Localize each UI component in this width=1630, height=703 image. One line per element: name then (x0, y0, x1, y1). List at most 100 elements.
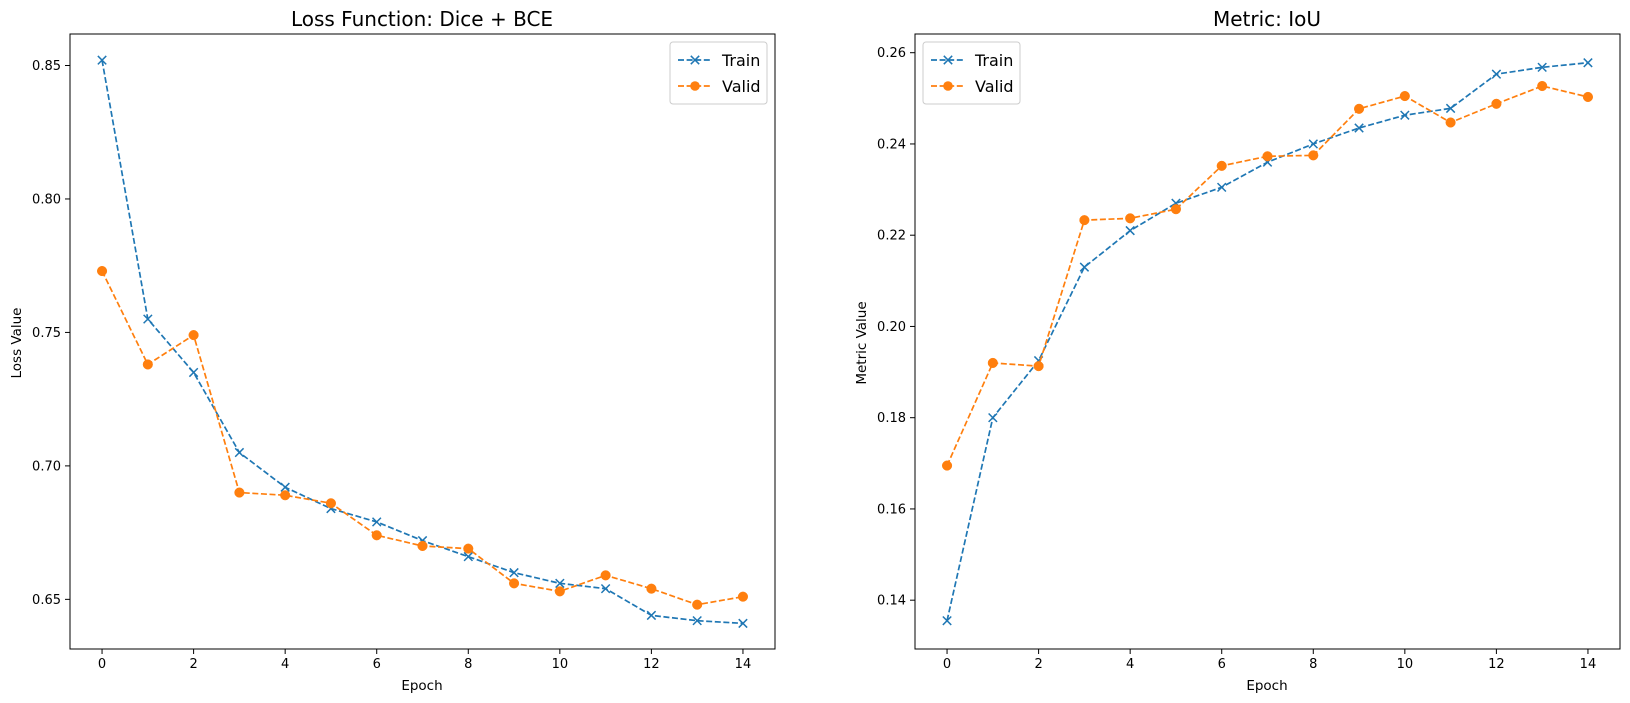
y-axis-label: Loss Value (9, 308, 25, 379)
data-point-train (509, 567, 519, 578)
data-point-valid (1033, 361, 1044, 372)
data-point-valid (417, 540, 428, 552)
data-point-valid (941, 460, 953, 471)
legend: Train Valid (922, 41, 1021, 105)
x-tick-label: 4 (281, 657, 289, 672)
data-point-train (692, 615, 702, 626)
legend-marker-train (690, 55, 700, 65)
data-point-valid (1582, 91, 1594, 103)
x-tick-label: 2 (189, 657, 197, 672)
x-tick-label: 4 (1126, 657, 1134, 672)
x-axis-label: Epoch (1246, 678, 1287, 694)
data-point-train (1400, 110, 1410, 120)
data-point-valid (1079, 215, 1090, 226)
iou-chart: Metric: IoU Epoch Metric Value 0 2 4 6 8 10 12… (854, 7, 1621, 694)
x-tick-label: 8 (1309, 657, 1317, 672)
data-point-valid (692, 599, 703, 610)
data-point-train (1445, 103, 1456, 114)
chart-title: Loss Function: Dice + BCE (291, 7, 553, 31)
data-point-valid (142, 359, 153, 370)
data-point-valid (737, 591, 749, 602)
loss-chart: Loss Function: Dice + BCE Epoch Loss Val… (9, 7, 776, 694)
data-point-valid (1491, 98, 1502, 109)
y-tick-label: 0.70 (32, 459, 61, 474)
data-point-valid (646, 583, 657, 594)
plot-frame (69, 33, 776, 650)
plot-area: 0 2 4 6 8 10 12 14 0.65 0.70 0.75 0.80 0.85 Train Vali… (32, 33, 776, 672)
y-tick-label: 0.65 (32, 593, 61, 608)
legend-label-valid: Valid (722, 77, 761, 96)
data-point-train (988, 412, 998, 423)
data-point-train (1354, 123, 1364, 133)
y-tick-label: 0.26 (877, 46, 906, 61)
data-point-valid (1445, 117, 1456, 128)
data-point-train (555, 578, 565, 589)
y-tick-label: 0.18 (877, 411, 906, 426)
x-tick-label: 8 (464, 657, 472, 672)
data-point-valid (554, 586, 565, 597)
data-point-valid (371, 530, 382, 541)
data-point-valid (234, 487, 245, 498)
data-point-train (1537, 62, 1547, 73)
data-point-train (1308, 139, 1319, 149)
data-point-train (143, 314, 153, 324)
x-tick-label: 10 (552, 657, 569, 672)
data-point-valid (1537, 80, 1548, 92)
legend-label-train: Train (721, 51, 760, 70)
legend: Train Valid (669, 41, 768, 105)
x-tick-label: 2 (1034, 657, 1042, 672)
y-tick-label: 0.80 (32, 192, 61, 207)
data-point-train (1216, 182, 1227, 193)
x-tick-label: 10 (1397, 657, 1414, 672)
data-point-train (738, 618, 748, 629)
data-point-valid (1262, 151, 1273, 162)
data-point-train (1079, 262, 1090, 272)
plot-frame (914, 33, 1621, 650)
data-point-valid (1308, 150, 1319, 161)
legend-label-train: Train (974, 51, 1013, 70)
chart-title: Metric: IoU (1213, 7, 1321, 31)
x-tick-label: 14 (735, 657, 752, 672)
data-point-valid (1399, 90, 1410, 102)
data-point-train (234, 447, 245, 458)
data-point-train (371, 517, 382, 527)
legend-marker-valid (943, 81, 953, 91)
x-tick-label: 6 (373, 657, 381, 672)
data-point-valid (463, 543, 474, 554)
data-point-valid (188, 330, 199, 341)
series-line-valid (946, 85, 1589, 466)
data-point-valid (96, 265, 108, 277)
x-tick-label: 6 (1218, 657, 1226, 672)
data-point-train (280, 482, 290, 492)
x-tick-label: 12 (643, 657, 660, 672)
data-point-valid (1216, 160, 1227, 171)
data-point-train (1491, 69, 1502, 79)
data-point-valid (1354, 103, 1365, 114)
x-tick-label: 0 (98, 657, 106, 672)
data-point-train (942, 615, 952, 626)
data-point-train (97, 55, 107, 65)
data-point-valid (509, 578, 520, 589)
plot-area: 0 2 4 6 8 10 12 14 0.14 0.16 0.18 0.20 0.22 0.24 0.26 T… (877, 33, 1621, 672)
legend-marker-valid (690, 81, 700, 91)
x-axis-label: Epoch (401, 678, 442, 694)
data-point-train (1583, 58, 1593, 68)
legend-label-valid: Valid (975, 77, 1014, 96)
x-tick-label: 14 (1580, 657, 1597, 672)
data-point-train (188, 367, 199, 378)
data-point-train (646, 610, 657, 621)
data-point-valid (987, 357, 998, 368)
x-tick-label: 0 (943, 657, 951, 672)
y-tick-label: 0.14 (877, 594, 906, 609)
data-point-train (1125, 225, 1135, 236)
data-point-train (600, 583, 611, 594)
y-tick-label: 0.24 (877, 137, 906, 152)
y-tick-label: 0.20 (877, 320, 906, 335)
data-point-valid (280, 490, 291, 501)
data-point-valid (1170, 204, 1181, 215)
y-tick-label: 0.22 (877, 229, 906, 244)
data-point-valid (325, 498, 336, 509)
y-tick-label: 0.75 (32, 326, 61, 341)
